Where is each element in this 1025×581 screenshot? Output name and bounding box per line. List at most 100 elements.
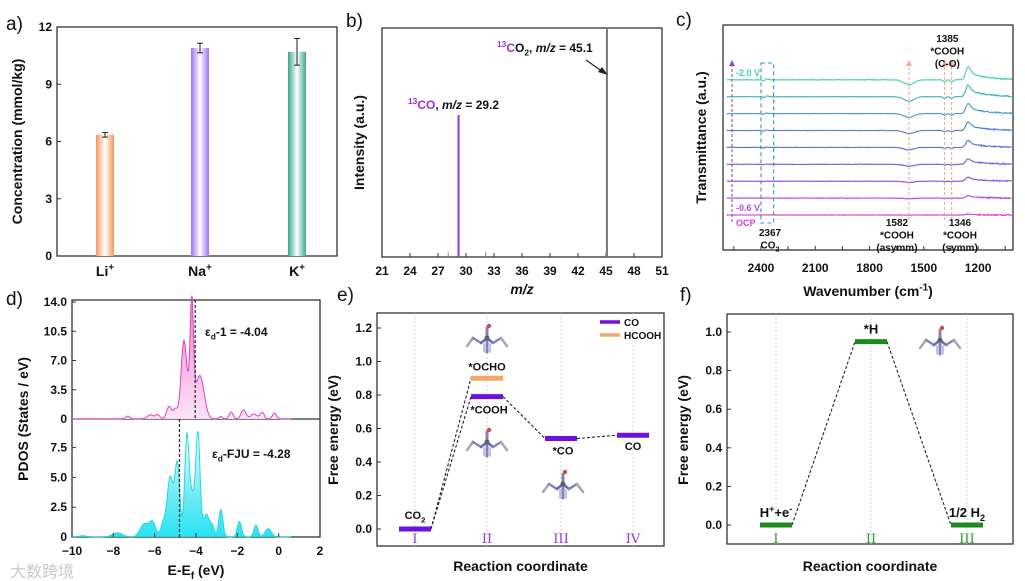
x-tick-label: 51 — [655, 264, 669, 278]
series-label: -0.6 V — [736, 203, 760, 213]
text-segment: a) — [6, 14, 23, 35]
y-tick-label: 0.2 — [705, 479, 722, 493]
x-tick-label: −10 — [62, 544, 83, 558]
text-segment: K — [289, 263, 299, 279]
text-segment: 30 — [459, 264, 473, 278]
connector-line — [502, 396, 546, 439]
y-axis-label: Concentration (mmol/kg) — [9, 59, 25, 225]
text-segment: 0 — [275, 544, 282, 558]
y-axis-label: Transmittance (a.u.) — [693, 71, 709, 203]
text-segment: -0.6 V — [736, 203, 760, 213]
panel-label: d) — [6, 289, 23, 310]
plot-frame — [722, 24, 1014, 251]
series-label: OCP — [736, 218, 756, 228]
x-tick-label: 2100 — [802, 261, 829, 275]
text-segment: 1346 — [949, 218, 972, 229]
bar — [96, 134, 114, 256]
text-segment: 1.2 — [355, 321, 372, 335]
x-axis-label: m/z — [510, 281, 533, 297]
d-band-center-label: εd-1 = -4.04 — [205, 325, 268, 342]
text-segment: H — [760, 505, 769, 520]
text-segment: 2.5 — [50, 500, 67, 514]
bond — [499, 336, 509, 348]
bond — [952, 338, 962, 350]
panel-c-ir-spectra: c) 2400 2100 1800 1500 1200 -2.0 V -0.6 V OCP236… — [676, 10, 1014, 299]
panel-e-co2rr-energy-diagram: e)0.00.20.40.60.81.01.2I II III IVReaction … — [325, 285, 665, 574]
x-axis-label: Reaction coordinate — [453, 558, 588, 574]
category-label: K+ — [289, 262, 305, 279]
text-segment: + — [299, 262, 305, 273]
text-segment: CO — [417, 98, 435, 112]
text-segment: I — [773, 532, 778, 547]
text-segment: 36 — [515, 264, 529, 278]
y-tick-label: 0.8 — [355, 388, 372, 402]
y-tick-label: 1.0 — [355, 355, 372, 369]
category-label: Na+ — [188, 262, 212, 279]
x-tick-label: 30 — [459, 264, 473, 278]
text-segment: 48 — [627, 264, 641, 278]
y-tick-label: 12 — [39, 20, 53, 34]
spectrum-trace — [726, 213, 1012, 217]
text-segment: II — [866, 532, 876, 547]
category-label: Li+ — [96, 262, 114, 279]
text-segment: 0.4 — [355, 455, 372, 469]
text-segment: *COOH — [880, 231, 914, 242]
text-segment: HCOOH — [624, 331, 661, 342]
text-segment: II — [482, 532, 492, 547]
bond — [491, 336, 503, 345]
x-tick-label: 45 — [599, 264, 613, 278]
text-segment: f) — [680, 285, 692, 306]
y-axis-label: Free energy (eV) — [675, 375, 691, 485]
text-segment: Free energy (eV) — [675, 375, 691, 485]
text-segment: Concentration (mmol/kg) — [9, 59, 25, 225]
text-segment: 1/2 H — [949, 505, 980, 520]
atom — [937, 337, 943, 343]
pdos-area — [72, 295, 292, 419]
x-tick-label: 36 — [515, 264, 529, 278]
text-segment: -1 — [919, 282, 928, 293]
arrow-head-icon — [948, 60, 955, 66]
y-tick-label: 0.0 — [705, 518, 722, 532]
panel-label: c) — [676, 10, 692, 31]
x-tick-label: 33 — [487, 264, 501, 278]
y-tick-label: 0.4 — [705, 441, 722, 455]
text-segment: m/z — [536, 41, 556, 55]
text-segment: -1 = -4.04 — [216, 325, 268, 339]
text-segment: CO — [405, 510, 422, 522]
text-segment: 2 — [980, 513, 985, 523]
atom — [939, 325, 945, 331]
bond — [547, 482, 559, 491]
text-segment: 大数跨境 — [10, 562, 74, 581]
text-segment: *CO — [553, 446, 574, 458]
y-tick-label: 0 — [60, 530, 67, 544]
x-tick-label: 48 — [627, 264, 641, 278]
step-label: III — [959, 532, 974, 547]
text-segment: 24 — [403, 264, 417, 278]
panel-label: a) — [6, 14, 23, 35]
arrow-head-icon — [905, 60, 912, 66]
text-segment: 0 — [60, 530, 67, 544]
text-segment: 51 — [655, 264, 669, 278]
text-segment: 2 — [524, 48, 529, 58]
text-segment: + — [206, 262, 212, 273]
peak-annotation: (C-O) — [935, 59, 960, 70]
text-segment: 2 — [317, 544, 324, 558]
y-tick-label: 10.5 — [44, 324, 68, 338]
arrow-head-icon — [729, 60, 735, 66]
error-bar — [294, 37, 300, 66]
text-segment: 1.0 — [355, 355, 372, 369]
text-segment: , — [529, 41, 536, 55]
atom — [562, 469, 568, 475]
text-segment: Reaction coordinate — [803, 558, 938, 574]
text-segment: *COOH — [943, 231, 977, 242]
text-segment: 0 — [60, 412, 67, 426]
peak-annotation: 13CO2, m/z = 45.1 — [497, 39, 593, 57]
y-tick-label: 3 — [45, 192, 52, 206]
connector-line — [430, 378, 472, 530]
text-segment: d) — [6, 289, 23, 310]
y-tick-label: 1.0 — [705, 325, 722, 339]
text-segment: 2367 — [759, 228, 782, 239]
d-band-center-label: εd-FJU = -4.28 — [212, 447, 291, 464]
legend-label: HCOOH — [624, 331, 661, 342]
